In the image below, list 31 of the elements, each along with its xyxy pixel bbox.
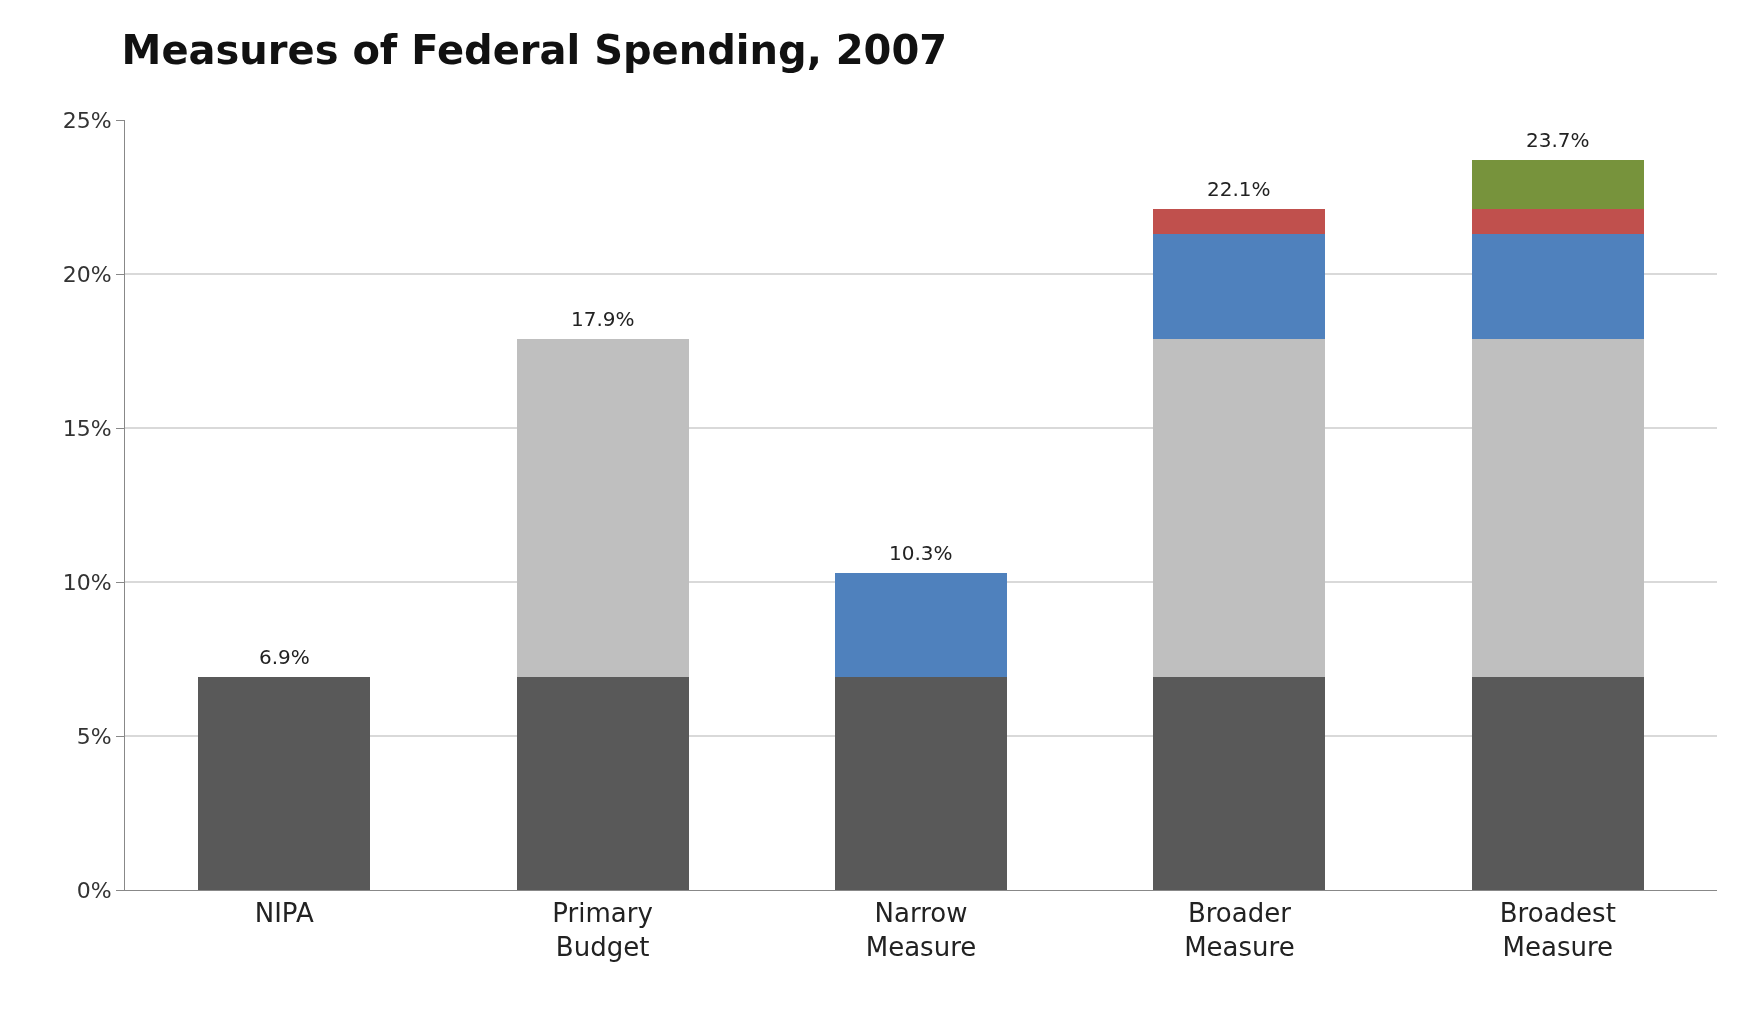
y-tick-label: 5% (76, 723, 112, 749)
total-label: 22.1% (1207, 177, 1271, 201)
x-tick-label: NIPA (254, 898, 314, 929)
y-tick-label: 15% (62, 415, 112, 441)
bar (516, 677, 689, 890)
total-label: 17.9% (571, 307, 635, 331)
bar (1471, 338, 1644, 678)
y-tick-label: 10% (62, 569, 112, 595)
x-tick-label: Primary Budget (552, 898, 653, 962)
y-tick-label: 20% (62, 261, 112, 287)
bar (1153, 209, 1326, 234)
y-tick-label: 25% (62, 107, 112, 133)
chart-title: Measures of Federal Spending, 2007 (121, 26, 948, 73)
x-tick-label: Broader Measure (1184, 898, 1295, 962)
total-label: 23.7% (1526, 128, 1590, 152)
x-tick-label: Broadest Measure (1499, 898, 1616, 962)
bar (198, 677, 371, 890)
y-tick-label: 0% (76, 877, 112, 903)
bar (1153, 233, 1326, 339)
bar (1471, 160, 1644, 210)
total-label: 10.3% (889, 541, 953, 565)
bar (1471, 677, 1644, 890)
bar (1471, 209, 1644, 234)
bar (516, 338, 689, 678)
total-label: 6.9% (259, 645, 310, 669)
bar (1153, 338, 1326, 678)
x-tick-label: Narrow Measure (865, 898, 977, 962)
bar (1471, 233, 1644, 339)
bar (835, 572, 1007, 678)
bar (1153, 677, 1326, 890)
bar (835, 677, 1007, 890)
